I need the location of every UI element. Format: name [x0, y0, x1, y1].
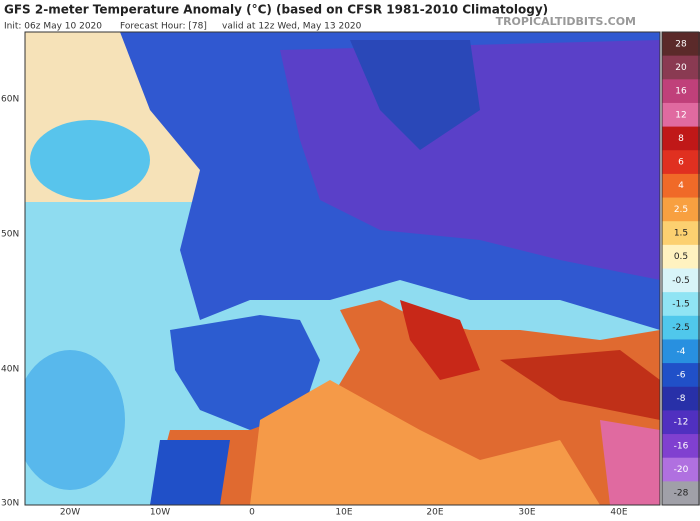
colorbar-segment: [662, 126, 700, 151]
colorbar-segment: [662, 244, 700, 269]
lon-label: 30E: [518, 508, 535, 518]
colorbar-label: 1.5: [674, 229, 688, 239]
brand: TROPICALTIDBITS.COM: [496, 15, 636, 28]
valid-time: valid at 12z Wed, May 13 2020: [222, 22, 362, 32]
latitude-labels: 60N 50N 40N 30N: [1, 95, 19, 509]
colorbar-segment: [662, 221, 700, 246]
colorbar-segment: [662, 292, 700, 317]
colorbar-segment: [662, 363, 700, 388]
colorbar-segment: [662, 481, 700, 506]
colorbar-label: -2.5: [672, 323, 690, 333]
colorbar-label: 6: [678, 158, 684, 168]
colorbar-label: 28: [675, 39, 687, 49]
colorbar-segment: [662, 410, 700, 435]
lon-label: 10E: [335, 508, 352, 518]
colorbar-label: 16: [675, 87, 687, 97]
lat-label: 30N: [1, 499, 19, 509]
colorbar-label: 0.5: [674, 252, 688, 262]
lon-label: 20W: [60, 508, 80, 518]
colorbar-label: 2.5: [674, 205, 688, 215]
longitude-labels: 20W 10W 0 10E 20E 30E 40E: [60, 508, 628, 518]
colorbar-label: 12: [675, 110, 686, 120]
colorbar-frame: [661, 31, 700, 506]
colorbar-segment: [662, 55, 700, 80]
init-time: Init: 06z May 10 2020: [4, 22, 102, 32]
colorbar-segment: [662, 315, 700, 340]
colorbar-label: -1.5: [672, 299, 690, 309]
colorbar-label: 8: [678, 134, 684, 144]
lat-label: 60N: [1, 95, 19, 105]
lat-label: 50N: [1, 230, 19, 240]
colorbar-segment: [662, 102, 700, 128]
colorbar-label: 4: [678, 181, 684, 191]
colorbar-segment: [662, 32, 700, 57]
colorbar-label: -4: [677, 347, 686, 357]
lon-label: 10W: [150, 508, 170, 518]
lon-label: 20E: [426, 508, 443, 518]
colorbar-segment: [662, 173, 700, 199]
colorbar-segment: [662, 457, 700, 482]
colorbar-segment: [662, 434, 700, 459]
colorbar-segment: [662, 150, 700, 175]
colorbar-label: -12: [674, 418, 689, 428]
forecast-hour: Forecast Hour: [78]: [120, 22, 207, 32]
colorbar: 28 20 16 12 8 6 4 2.5 1.5 0.5 -0.5 -1.5 -2.5 -4 -6 -8 -1…: [661, 31, 700, 506]
colorbar-segment: [662, 386, 700, 411]
colorbar-label: -6: [677, 370, 686, 380]
colorbar-segment: [662, 339, 700, 364]
map: [24, 31, 661, 506]
colorbar-segment: [662, 79, 700, 104]
lon-label: 40E: [610, 508, 627, 518]
colorbar-label: -8: [677, 394, 686, 404]
colorbar-label: 20: [675, 63, 687, 73]
lat-label: 40N: [1, 365, 19, 375]
colorbar-segment: [662, 268, 700, 293]
colorbar-label: -28: [674, 489, 689, 499]
colorbar-label: -16: [674, 441, 689, 451]
colorbar-label: -0.5: [672, 276, 690, 286]
lon-label: 0: [249, 508, 255, 518]
colorbar-segment: [662, 197, 700, 222]
colorbar-label: -20: [674, 465, 689, 475]
title: GFS 2-meter Temperature Anomaly (°C) (ba…: [4, 3, 548, 17]
